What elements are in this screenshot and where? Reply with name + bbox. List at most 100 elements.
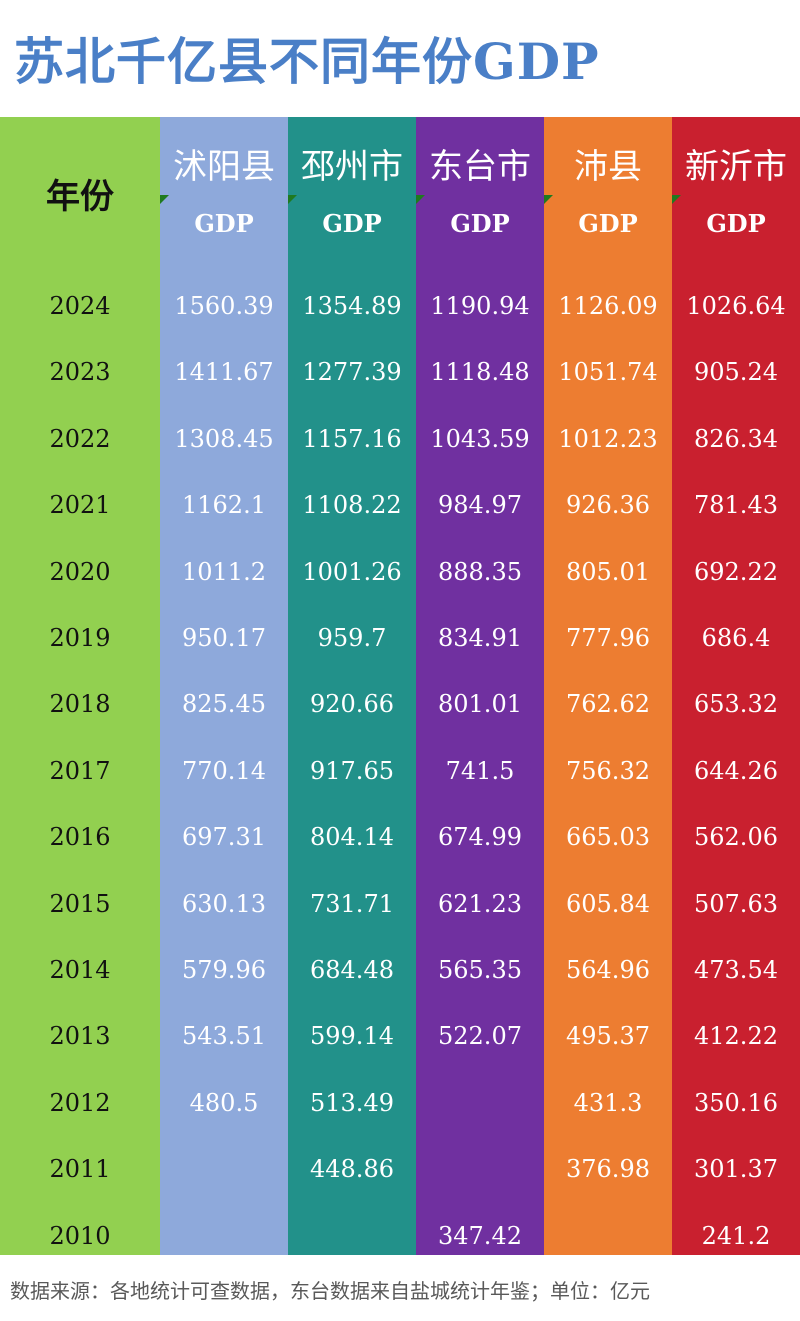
chart-title: 苏北千亿县不同年份GDP: [14, 32, 600, 91]
gdp-value-cell: [416, 1136, 544, 1202]
series-column: 东台市 GDP 1190.94 1118.48 1043.59 984.97 888.35 8…: [416, 117, 544, 1255]
gdp-value-cell: [288, 1203, 416, 1269]
cell-comment-marker: [288, 195, 297, 204]
year-cell: 2021: [49, 491, 111, 520]
year-cell: 2015: [49, 889, 111, 918]
year-header-label: 年份: [46, 177, 114, 217]
year-cell: 2011: [49, 1155, 111, 1184]
gdp-value-cell: 917.65: [310, 756, 394, 785]
gdp-value-cell: 1026.64: [686, 292, 786, 320]
series-name: 邳州市: [301, 147, 403, 187]
year-cell: 2020: [49, 557, 111, 586]
series-header: 新沂市 GDP: [672, 117, 800, 273]
series-name: 新沂市: [685, 147, 787, 187]
gdp-value-cell: 826.34: [694, 424, 778, 453]
source-footnote: 数据来源：各地统计可查数据，东台数据来自盐城统计年鉴；单位：亿元: [10, 1279, 650, 1303]
gdp-value-cell: 686.4: [701, 624, 771, 652]
cell-comment-marker: [544, 195, 553, 204]
gdp-value-cell: 926.36: [566, 491, 650, 520]
series-column: 新沂市 GDP 1026.64 905.24 826.34 781.43 692.22 686…: [672, 117, 800, 1255]
year-cell: 2010: [49, 1221, 111, 1250]
series-header: 东台市 GDP: [416, 117, 544, 273]
year-cell: 2024: [49, 292, 111, 320]
gdp-value-cell: 653.32: [694, 690, 778, 719]
gdp-value-cell: 347.42: [438, 1221, 522, 1250]
gdp-value-cell: 741.5: [445, 756, 515, 785]
gdp-value-cell: [160, 1136, 288, 1202]
year-column-header: 年份: [0, 117, 160, 273]
gdp-value-cell: 241.2: [701, 1221, 771, 1250]
gdp-value-cell: 565.35: [438, 956, 522, 984]
year-cell: 2014: [49, 956, 111, 984]
gdp-value-cell: [416, 1070, 544, 1136]
gdp-value-cell: 1560.39: [174, 292, 274, 320]
series-column: 沭阳县 GDP 1560.39 1411.67 1308.45 1162.1 1011.2 9…: [160, 117, 288, 1255]
year-cell: 2019: [49, 624, 111, 652]
gdp-value-cell: 1157.16: [302, 424, 402, 453]
gdp-value-cell: 1411.67: [174, 358, 274, 387]
series-name: 沛县: [574, 147, 642, 187]
gdp-value-cell: 762.62: [566, 690, 650, 719]
gdp-table: 年份 2024 2023 2022 2021 2020 2019 2018 2017 2016 2…: [0, 117, 800, 1255]
gdp-value-cell: 959.7: [317, 624, 387, 652]
gdp-value-cell: 770.14: [182, 756, 266, 785]
gdp-subheader: GDP: [450, 209, 510, 238]
gdp-value-cell: 801.01: [438, 690, 522, 719]
gdp-value-cell: 825.45: [182, 690, 266, 719]
gdp-value-cell: 621.23: [438, 889, 522, 918]
year-column: 年份 2024 2023 2022 2021 2020 2019 2018 2017 2016 2…: [0, 117, 160, 1255]
series-header: 邳州市 GDP: [288, 117, 416, 273]
gdp-value-cell: 731.71: [310, 889, 394, 918]
year-cell: 2022: [49, 424, 111, 453]
gdp-value-cell: [544, 1203, 672, 1269]
series-name: 沭阳县: [173, 147, 275, 187]
gdp-value-cell: 579.96: [182, 956, 266, 984]
gdp-value-cell: 1162.1: [182, 491, 266, 520]
gdp-value-cell: 644.26: [694, 756, 778, 785]
year-cell: 2023: [49, 358, 111, 387]
gdp-value-cell: 1051.74: [558, 358, 658, 387]
gdp-value-cell: 756.32: [566, 756, 650, 785]
gdp-value-cell: 1001.26: [302, 557, 402, 586]
gdp-value-cell: 684.48: [310, 956, 394, 984]
gdp-value-cell: 1277.39: [302, 358, 402, 387]
cell-comment-marker: [416, 195, 425, 204]
series-header: 沭阳县 GDP: [160, 117, 288, 273]
gdp-value-cell: 350.16: [694, 1088, 778, 1117]
gdp-value-cell: 448.86: [310, 1155, 394, 1184]
gdp-value-cell: 1118.48: [430, 358, 530, 387]
gdp-value-cell: 888.35: [438, 557, 522, 586]
gdp-value-cell: 412.22: [694, 1022, 778, 1051]
gdp-value-cell: 781.43: [694, 491, 778, 520]
gdp-value-cell: 301.37: [694, 1155, 778, 1184]
series-header: 沛县 GDP: [544, 117, 672, 273]
gdp-value-cell: 905.24: [694, 358, 778, 387]
gdp-value-cell: 507.63: [694, 889, 778, 918]
gdp-value-cell: 1308.45: [174, 424, 274, 453]
year-cell: 2013: [49, 1022, 111, 1051]
gdp-value-cell: 431.3: [573, 1088, 643, 1117]
gdp-subheader: GDP: [578, 209, 638, 238]
gdp-value-cell: 522.07: [438, 1022, 522, 1051]
gdp-value-cell: 1354.89: [302, 292, 402, 320]
gdp-value-cell: 1190.94: [430, 292, 530, 320]
gdp-subheader: GDP: [706, 209, 766, 238]
gdp-value-cell: 480.5: [189, 1088, 259, 1117]
series-name: 东台市: [429, 147, 531, 187]
gdp-value-cell: 473.54: [694, 956, 778, 984]
year-cell: 2017: [49, 756, 111, 785]
gdp-value-cell: 805.01: [566, 557, 650, 586]
gdp-subheader: GDP: [194, 209, 254, 238]
gdp-value-cell: 562.06: [694, 823, 778, 852]
gdp-value-cell: 697.31: [182, 823, 266, 852]
gdp-value-cell: 513.49: [310, 1088, 394, 1117]
cell-comment-marker: [672, 195, 681, 204]
gdp-value-cell: 543.51: [182, 1022, 266, 1051]
gdp-value-cell: 1126.09: [558, 292, 658, 320]
year-cell: 2016: [49, 823, 111, 852]
gdp-value-cell: 950.17: [182, 624, 266, 652]
gdp-value-cell: 692.22: [694, 557, 778, 586]
gdp-value-cell: 674.99: [438, 823, 522, 852]
gdp-value-cell: 376.98: [566, 1155, 650, 1184]
year-cell: 2012: [49, 1088, 111, 1117]
